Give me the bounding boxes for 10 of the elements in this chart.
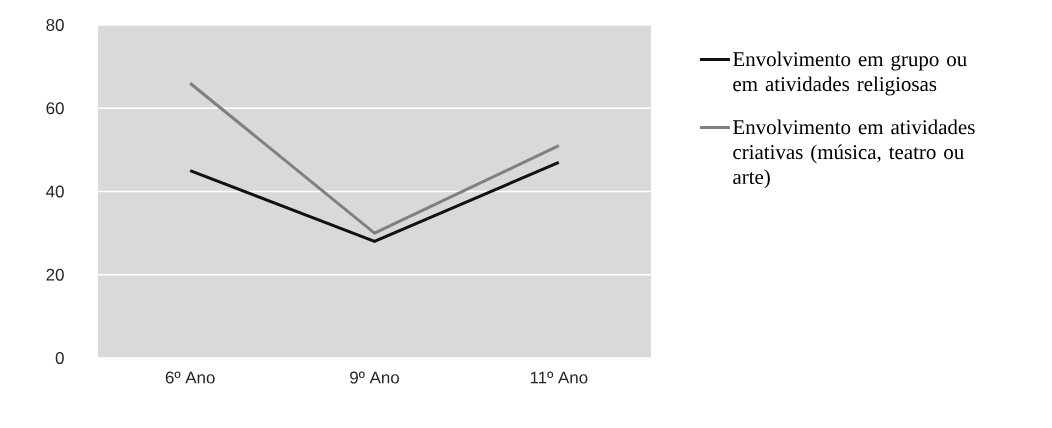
legend-label: Envolvimento em atividades criativas (música, teatro ou arte) xyxy=(733,119,975,189)
y-tick-label: 0 xyxy=(55,352,64,364)
y-tick-label: 20 xyxy=(46,268,64,281)
x-tick-label: 6º Ano xyxy=(165,371,215,384)
x-tick-label: 9º Ano xyxy=(350,371,399,384)
y-tick-label: 60 xyxy=(46,102,64,115)
legend-label: Envolvimento em grupo ou em atividades religiosas xyxy=(733,51,967,96)
x-tick-label: 11º Ano xyxy=(530,371,588,384)
y-tick-label: 80 xyxy=(46,19,64,31)
y-tick-label: 40 xyxy=(46,185,64,198)
